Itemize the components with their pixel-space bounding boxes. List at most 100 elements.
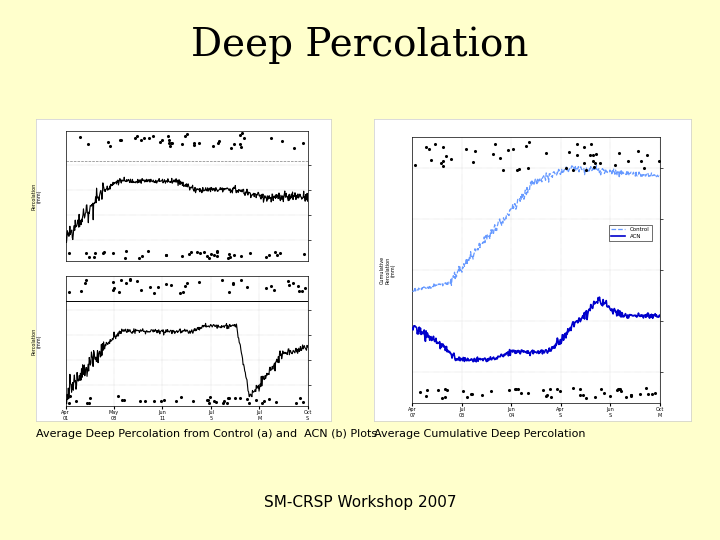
Point (193, 138, 204, 147)
Point (201, 396, 212, 404)
Point (113, 392, 125, 401)
Point (207, 142, 219, 151)
Point (503, 385, 515, 394)
Point (587, 157, 598, 166)
Point (234, 130, 246, 139)
Point (143, 133, 154, 142)
ACN (595, 294, 604, 300)
Point (164, 141, 176, 150)
Point (283, 281, 294, 289)
Point (288, 279, 300, 288)
Point (621, 393, 632, 401)
Point (208, 251, 220, 260)
Point (131, 131, 143, 140)
Point (440, 393, 451, 401)
Point (494, 153, 505, 162)
Point (212, 252, 223, 261)
Point (80, 276, 91, 285)
Point (166, 139, 177, 147)
Point (210, 397, 221, 406)
Point (242, 282, 253, 291)
Point (511, 166, 523, 174)
Point (135, 136, 147, 144)
Point (611, 385, 623, 394)
Point (269, 247, 281, 256)
Control (655, 173, 664, 179)
Point (264, 395, 275, 403)
ACN (472, 359, 480, 365)
Point (567, 166, 579, 174)
Text: Percolation
(mm): Percolation (mm) (31, 327, 42, 355)
Control (588, 165, 597, 172)
Point (640, 384, 652, 393)
Point (426, 156, 437, 164)
Point (228, 278, 239, 287)
Point (436, 159, 447, 168)
Point (179, 282, 191, 291)
Point (604, 392, 616, 400)
Point (265, 281, 276, 290)
Point (578, 143, 590, 152)
Point (63, 399, 75, 408)
Point (217, 276, 228, 285)
Point (114, 136, 126, 144)
Point (177, 288, 189, 296)
Point (234, 394, 246, 402)
Point (155, 396, 166, 405)
Point (63, 288, 75, 296)
Point (65, 392, 76, 401)
ACN (655, 312, 664, 319)
Control (592, 163, 600, 169)
Point (292, 281, 304, 290)
Control (409, 288, 418, 295)
Point (290, 399, 302, 408)
Point (125, 276, 136, 285)
Point (271, 398, 282, 407)
Point (71, 396, 82, 405)
Point (189, 139, 200, 147)
Line: ACN: ACN (413, 297, 660, 362)
Point (271, 251, 283, 259)
Point (641, 151, 652, 159)
Point (84, 399, 95, 407)
Point (133, 253, 145, 262)
Point (155, 138, 166, 147)
Point (294, 394, 306, 402)
Point (264, 251, 275, 259)
Point (79, 279, 91, 287)
ACN (588, 305, 597, 312)
Point (622, 157, 634, 166)
Point (510, 385, 522, 394)
Point (258, 396, 270, 405)
Point (590, 150, 601, 159)
Point (612, 385, 624, 394)
Point (104, 142, 115, 151)
Point (242, 395, 253, 403)
Point (193, 278, 204, 287)
Point (134, 397, 145, 406)
Point (503, 146, 514, 154)
Point (589, 159, 600, 167)
Point (437, 143, 449, 152)
Point (222, 399, 233, 407)
Point (163, 136, 174, 144)
Point (297, 139, 309, 147)
ACN (564, 328, 573, 335)
Point (625, 391, 636, 400)
Point (256, 399, 268, 408)
Point (165, 281, 176, 289)
Point (513, 384, 524, 393)
Point (595, 384, 607, 393)
Point (107, 278, 119, 287)
Point (613, 148, 625, 157)
Point (639, 164, 650, 172)
Point (206, 249, 217, 258)
Point (409, 161, 420, 170)
Point (268, 285, 279, 294)
ACN (587, 303, 595, 309)
Text: Average Cumulative Deep Percolation: Average Cumulative Deep Percolation (374, 429, 586, 440)
Point (88, 253, 99, 261)
Point (174, 289, 186, 298)
Point (218, 396, 230, 405)
Point (300, 284, 311, 292)
